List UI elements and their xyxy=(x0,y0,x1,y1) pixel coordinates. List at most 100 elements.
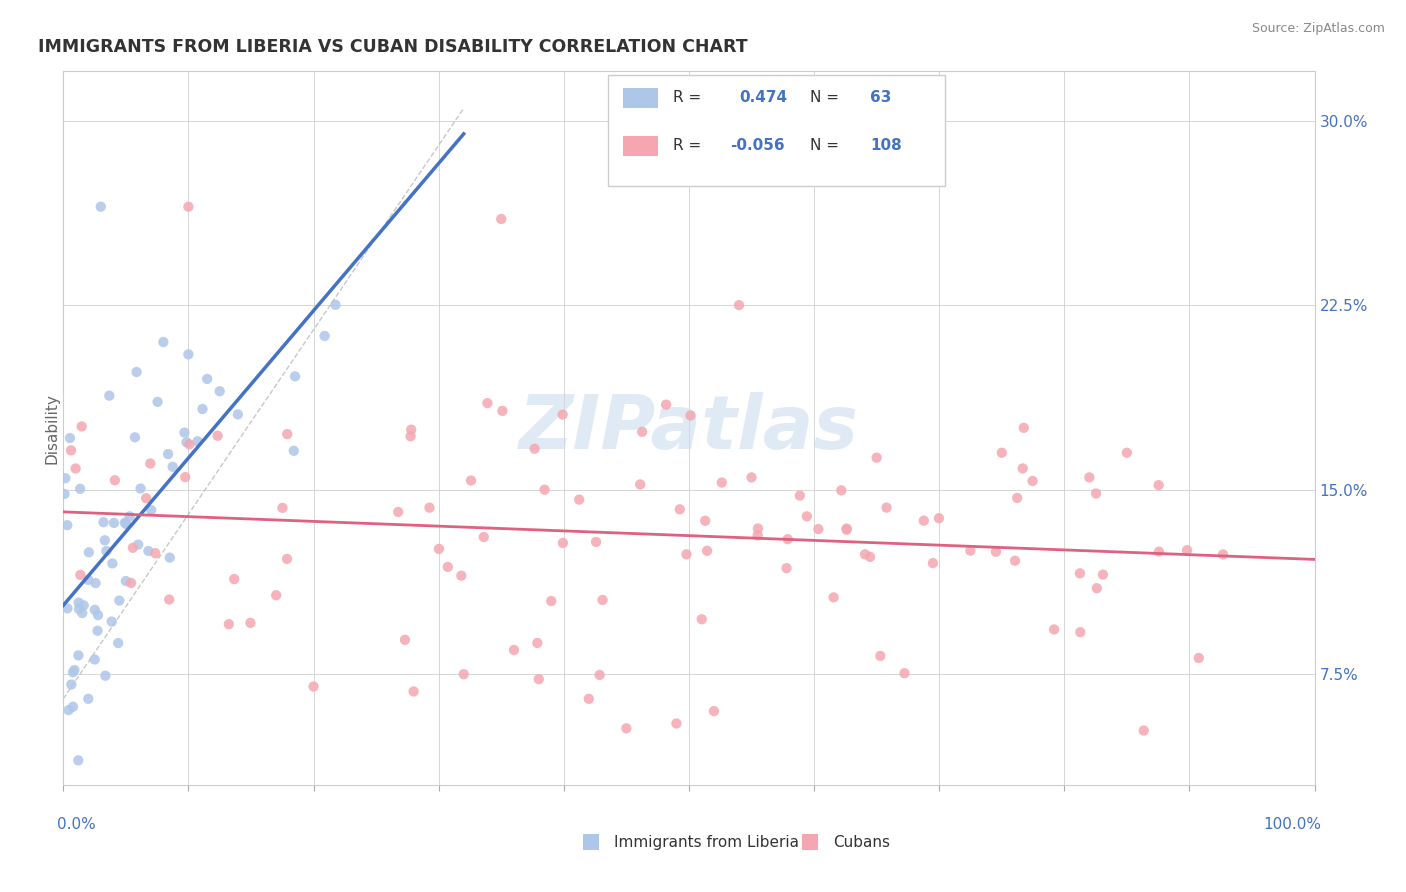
Point xyxy=(208,384,231,399)
Point xyxy=(668,502,690,516)
Point xyxy=(121,541,143,555)
Point xyxy=(1043,623,1066,637)
Point xyxy=(703,704,725,718)
Point xyxy=(69,568,91,582)
Point xyxy=(710,475,733,490)
Point xyxy=(53,487,76,501)
Point xyxy=(893,666,915,681)
Point xyxy=(62,699,84,714)
Point xyxy=(1069,566,1091,581)
Point xyxy=(120,576,142,591)
Point xyxy=(675,547,697,561)
Point xyxy=(302,680,325,694)
Point xyxy=(823,591,845,605)
Point xyxy=(835,523,858,537)
Point xyxy=(139,457,162,471)
Point xyxy=(387,505,409,519)
Point xyxy=(876,500,898,515)
Point xyxy=(427,541,450,556)
Point xyxy=(1188,651,1211,665)
FancyBboxPatch shape xyxy=(623,136,658,155)
Point xyxy=(207,429,229,443)
Point xyxy=(418,500,440,515)
Point xyxy=(503,643,526,657)
Point xyxy=(224,572,246,586)
Text: 108: 108 xyxy=(870,138,903,153)
Point xyxy=(90,200,112,214)
FancyBboxPatch shape xyxy=(582,834,599,850)
Text: IMMIGRANTS FROM LIBERIA VS CUBAN DISABILITY CORRELATION CHART: IMMIGRANTS FROM LIBERIA VS CUBAN DISABIL… xyxy=(38,38,748,56)
Point xyxy=(127,538,149,552)
Point xyxy=(527,672,550,686)
Text: 0.0%: 0.0% xyxy=(58,817,96,832)
Point xyxy=(56,601,79,615)
Point xyxy=(77,545,100,559)
Text: N =: N = xyxy=(810,90,839,105)
Point xyxy=(152,334,174,349)
Point xyxy=(1085,486,1108,500)
Point xyxy=(53,471,76,485)
Point xyxy=(616,722,638,736)
Point xyxy=(141,503,163,517)
Point xyxy=(60,677,83,691)
Point xyxy=(1012,421,1035,435)
Point xyxy=(70,419,93,434)
Point xyxy=(314,329,336,343)
Point xyxy=(540,594,562,608)
Point xyxy=(86,624,108,638)
Point xyxy=(585,535,607,549)
Point xyxy=(866,450,889,465)
Point xyxy=(264,588,287,602)
Point xyxy=(460,474,482,488)
Point xyxy=(62,665,84,680)
Point xyxy=(67,753,90,767)
Point xyxy=(115,574,138,588)
Point xyxy=(276,552,298,566)
Point xyxy=(695,514,717,528)
Point xyxy=(399,423,422,437)
Point xyxy=(83,603,105,617)
Point xyxy=(325,298,347,312)
Point xyxy=(399,429,422,443)
Point xyxy=(776,532,799,546)
Point xyxy=(1175,543,1198,558)
Point xyxy=(218,617,240,632)
Text: Immigrants from Liberia: Immigrants from Liberia xyxy=(614,835,799,849)
Point xyxy=(1116,446,1139,460)
Point xyxy=(741,470,763,484)
Point xyxy=(631,425,654,439)
Point xyxy=(60,443,83,458)
Point xyxy=(690,612,713,626)
Point xyxy=(533,483,555,497)
Point xyxy=(1004,554,1026,568)
Point xyxy=(195,372,218,386)
Point xyxy=(94,533,117,548)
Point xyxy=(453,667,475,681)
Y-axis label: Disability: Disability xyxy=(45,392,59,464)
Text: N =: N = xyxy=(810,138,839,153)
Point xyxy=(56,518,79,533)
Point xyxy=(592,593,614,607)
Point xyxy=(568,492,591,507)
Point xyxy=(177,200,200,214)
Point xyxy=(807,522,830,536)
Point xyxy=(96,544,118,558)
Point xyxy=(402,684,425,698)
Point xyxy=(628,477,651,491)
Point xyxy=(108,593,131,607)
Point xyxy=(173,425,195,440)
Point xyxy=(59,431,82,445)
Point xyxy=(73,599,96,613)
Point xyxy=(118,509,141,524)
Point xyxy=(853,547,876,561)
Point xyxy=(67,596,90,610)
Point xyxy=(58,703,80,717)
Point xyxy=(1147,544,1170,558)
Point xyxy=(450,568,472,582)
Point xyxy=(70,606,93,620)
Point xyxy=(101,557,124,571)
Point xyxy=(67,648,90,663)
Point xyxy=(1091,567,1114,582)
Point xyxy=(107,636,129,650)
Point xyxy=(436,560,458,574)
